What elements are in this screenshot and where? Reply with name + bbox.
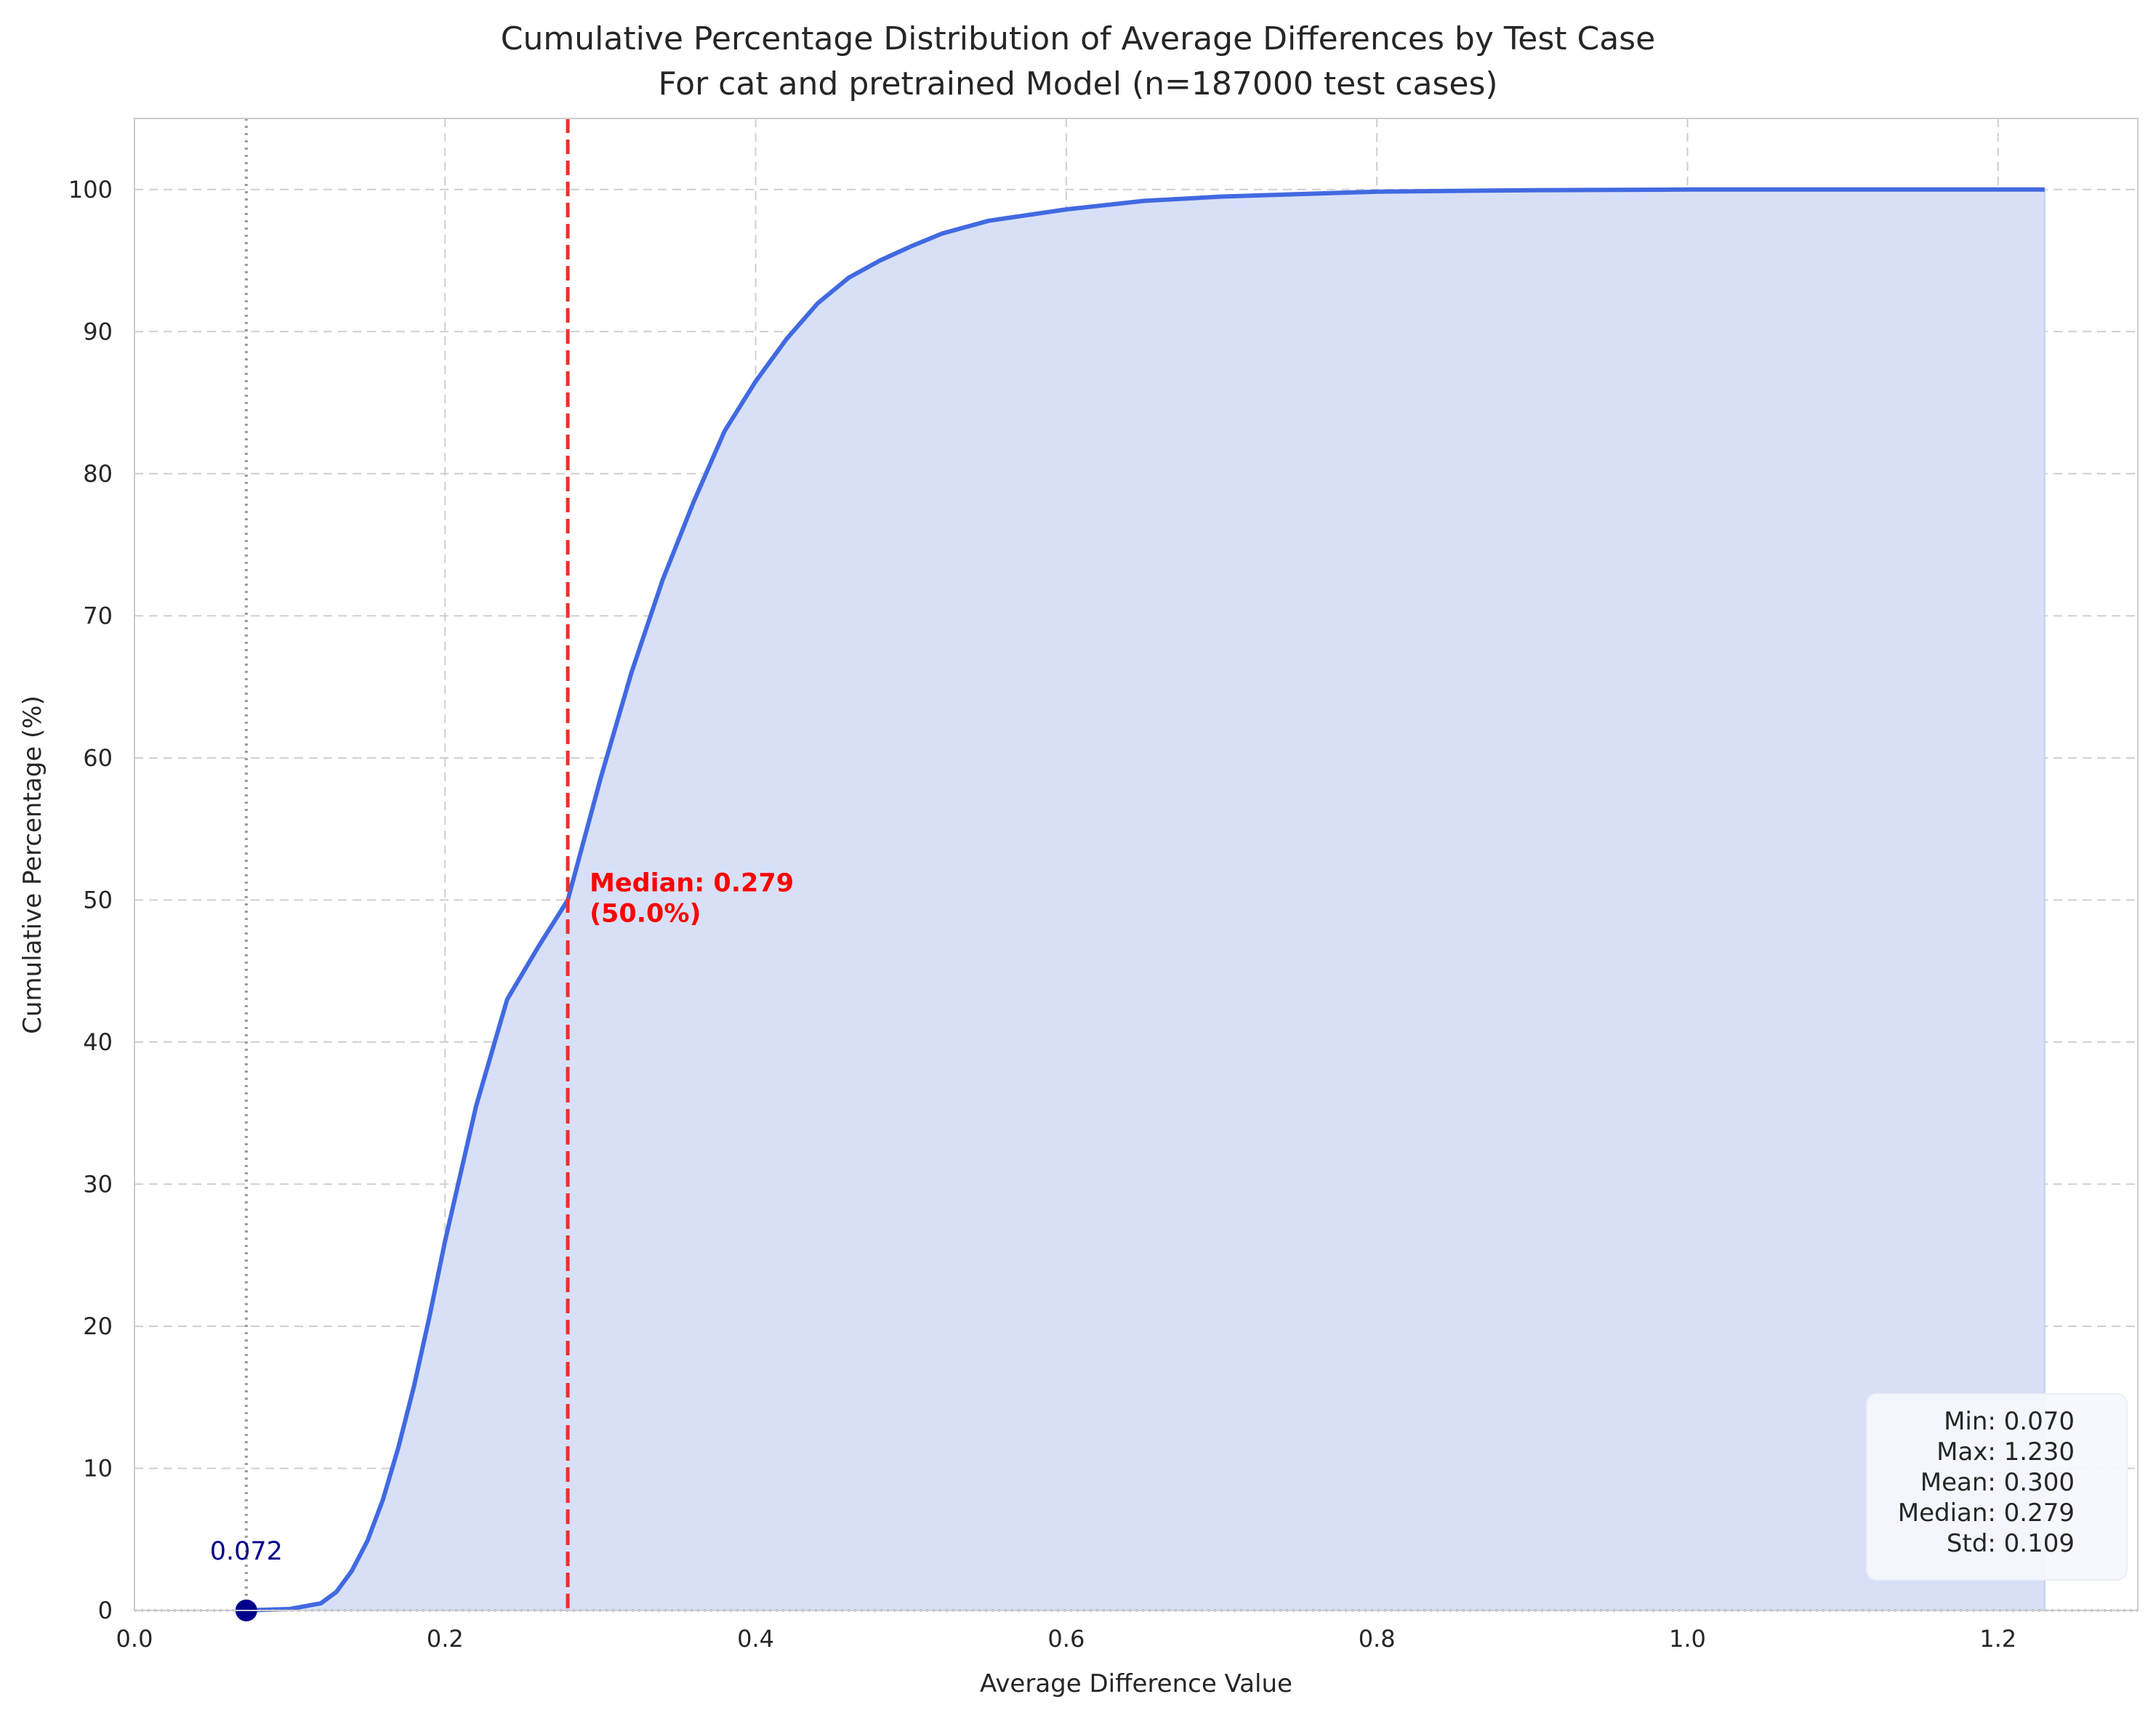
stats-std: Std: 0.109: [1947, 1529, 2075, 1558]
x-axis-ticks: 0.0 0.2 0.4 0.6 0.8 1.0 1.2: [116, 1625, 2017, 1653]
area-layer: [243, 187, 2046, 1613]
y-axis-label: Cumulative Percentage (%): [18, 695, 47, 1034]
y-tick-label: 10: [83, 1454, 113, 1482]
cumulative-line: [243, 187, 2045, 1613]
stats-median: Median: 0.279: [1898, 1499, 2075, 1528]
median-percent-label: (50.0%): [590, 899, 701, 928]
y-axis-ticks: 0 10 20 30 40 50 60 70 80 90 100: [68, 176, 113, 1624]
y-tick-label: 90: [83, 318, 113, 345]
stats-min: Min: 0.070: [1944, 1407, 2075, 1436]
y-tick-label: 60: [83, 744, 113, 772]
y-tick-label: 20: [83, 1312, 113, 1340]
x-tick-label: 0.0: [116, 1625, 153, 1653]
y-tick-label: 80: [83, 460, 113, 488]
stats-mean: Mean: 0.300: [1920, 1468, 2075, 1497]
y-tick-label: 50: [83, 886, 113, 914]
x-tick-label: 0.8: [1359, 1625, 1396, 1653]
cumulative-area: [243, 189, 2045, 1610]
y-tick-label: 0: [98, 1597, 113, 1624]
y-tick-label: 40: [83, 1028, 113, 1056]
chart-title-line1: Cumulative Percentage Distribution of Av…: [501, 20, 1655, 57]
x-tick-label: 1.0: [1669, 1625, 1706, 1653]
stats-box-background: [1866, 1393, 2128, 1581]
y-tick-label: 100: [68, 176, 113, 203]
median-label: Median: 0.279: [590, 868, 794, 898]
x-tick-label: 1.2: [1979, 1625, 2016, 1653]
x-tick-label: 0.2: [427, 1625, 464, 1653]
x-tick-label: 0.4: [737, 1625, 774, 1653]
stats-box: Min: 0.070 Max: 1.230 Mean: 0.300 Median…: [1866, 1393, 2128, 1581]
stats-max: Max: 1.230: [1936, 1437, 2075, 1467]
x-tick-label: 0.6: [1047, 1625, 1085, 1653]
chart-title-line2: For cat and pretrained Model (n=187000 t…: [658, 65, 1497, 102]
min-point-label: 0.072: [210, 1537, 283, 1566]
y-tick-label: 70: [83, 602, 113, 629]
x-axis-label: Average Difference Value: [980, 1669, 1292, 1698]
plot-frame: [134, 118, 2139, 1611]
y-tick-label: 30: [83, 1170, 113, 1198]
